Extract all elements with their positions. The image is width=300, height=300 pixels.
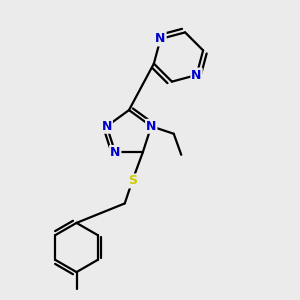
Text: N: N — [110, 146, 120, 159]
Text: S: S — [128, 174, 137, 188]
Text: N: N — [102, 120, 112, 133]
Text: N: N — [155, 32, 166, 46]
Text: N: N — [146, 120, 156, 133]
Text: N: N — [191, 68, 202, 82]
